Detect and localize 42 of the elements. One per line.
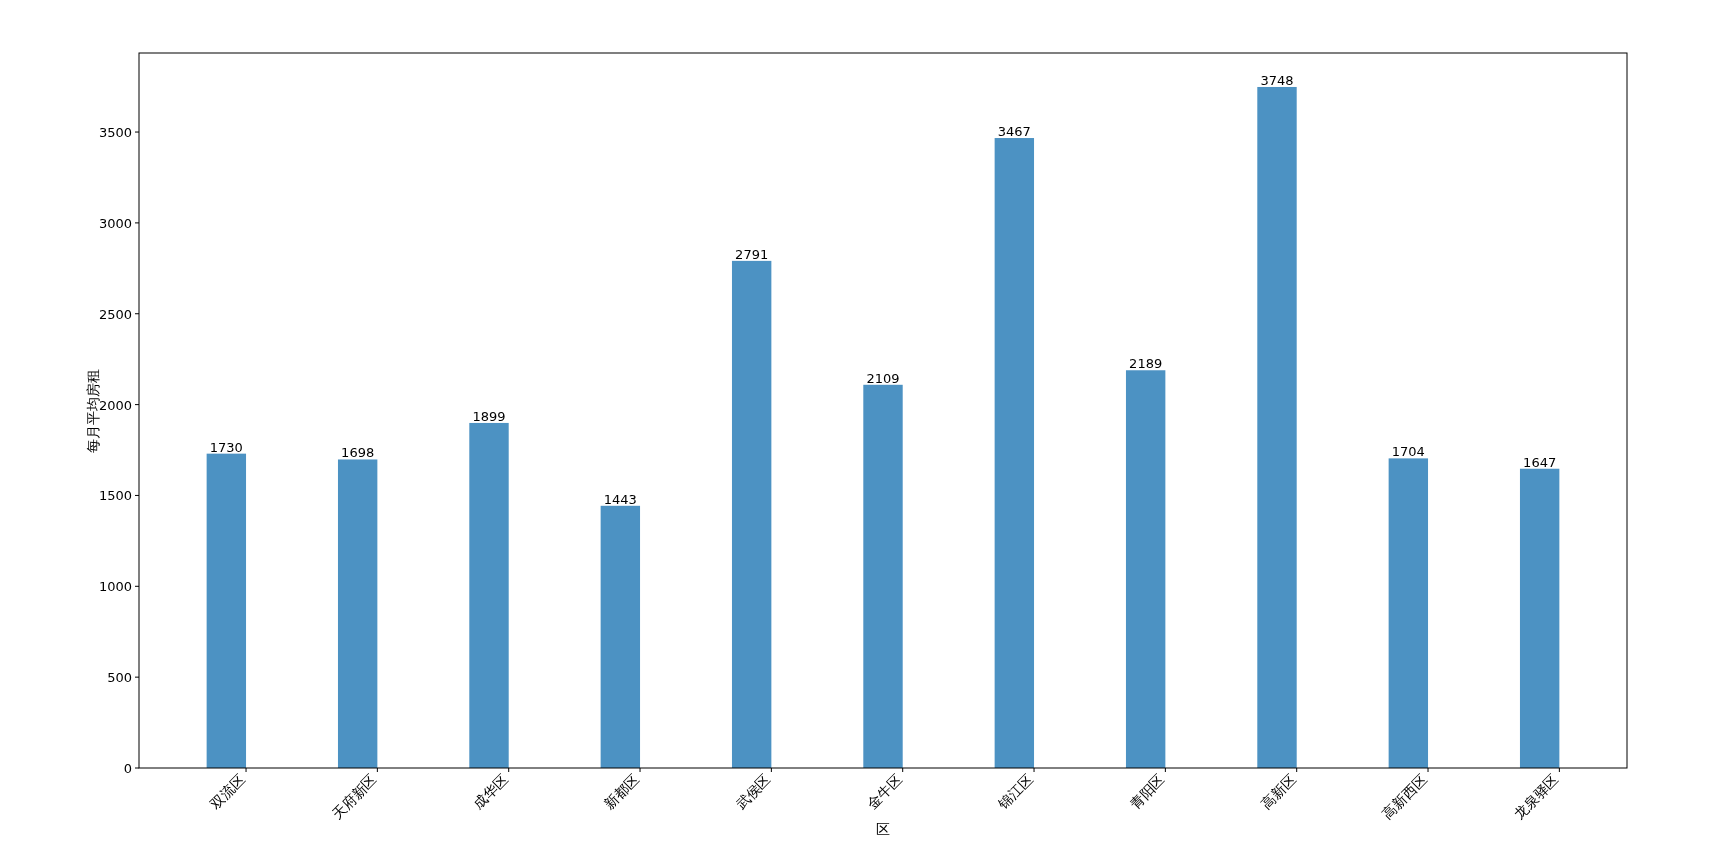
bar (1519, 468, 1560, 768)
y-tick-label: 500 (107, 670, 132, 686)
y-tick-label: 1500 (98, 488, 132, 504)
data-label: 3467 (997, 124, 1031, 140)
data-label: 3748 (1260, 72, 1294, 88)
x-tick-label: 成华区 (469, 770, 511, 812)
y-tick-label: 0 (123, 761, 132, 776)
bar (1388, 458, 1429, 768)
x-tick-label: 武侯区 (732, 770, 774, 812)
data-label: 1704 (1391, 444, 1425, 460)
data-label: 1443 (603, 491, 637, 507)
data-label: 2109 (866, 370, 900, 386)
bar (337, 459, 378, 768)
data-label: 1899 (472, 408, 506, 424)
bar (1125, 370, 1166, 768)
y-tick-label: 1000 (98, 579, 132, 595)
x-tick-label: 高新区 (1257, 770, 1299, 812)
data-label: 2791 (735, 246, 769, 262)
data-label: 1647 (1523, 454, 1557, 470)
data-label: 2189 (1129, 356, 1163, 372)
x-axis-title: 区 (876, 821, 890, 837)
bar (600, 505, 641, 768)
y-tick-label: 2500 (98, 306, 132, 322)
x-tick-label: 金牛区 (863, 770, 905, 812)
bar (731, 260, 772, 768)
x-tick-label: 双流区 (207, 770, 249, 812)
x-tick-label: 新都区 (601, 770, 643, 812)
y-tick-label: 3500 (98, 125, 132, 141)
bar (206, 453, 247, 768)
x-tick-label: 高新西区 (1379, 770, 1431, 822)
x-tick-label: 龙泉驿区 (1510, 770, 1562, 822)
bar (994, 138, 1035, 768)
x-tick-label: 锦江区 (994, 770, 1037, 813)
bar (1257, 86, 1297, 768)
x-tick-label: 天府新区 (328, 770, 380, 822)
y-tick-label: 3000 (98, 215, 132, 231)
data-label: 1730 (209, 439, 243, 455)
bar (863, 384, 903, 768)
x-tick-label: 青阳区 (1126, 770, 1168, 812)
bar (469, 422, 509, 768)
y-axis-title: 每月平均房租 (85, 368, 101, 453)
data-label: 1698 (341, 445, 375, 461)
